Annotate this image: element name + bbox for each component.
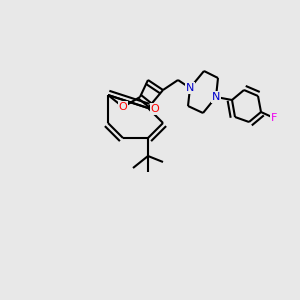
Text: N: N — [212, 92, 220, 102]
Text: N: N — [186, 83, 194, 93]
Text: O: O — [151, 104, 159, 114]
Text: F: F — [271, 113, 277, 123]
Text: O: O — [118, 102, 127, 112]
